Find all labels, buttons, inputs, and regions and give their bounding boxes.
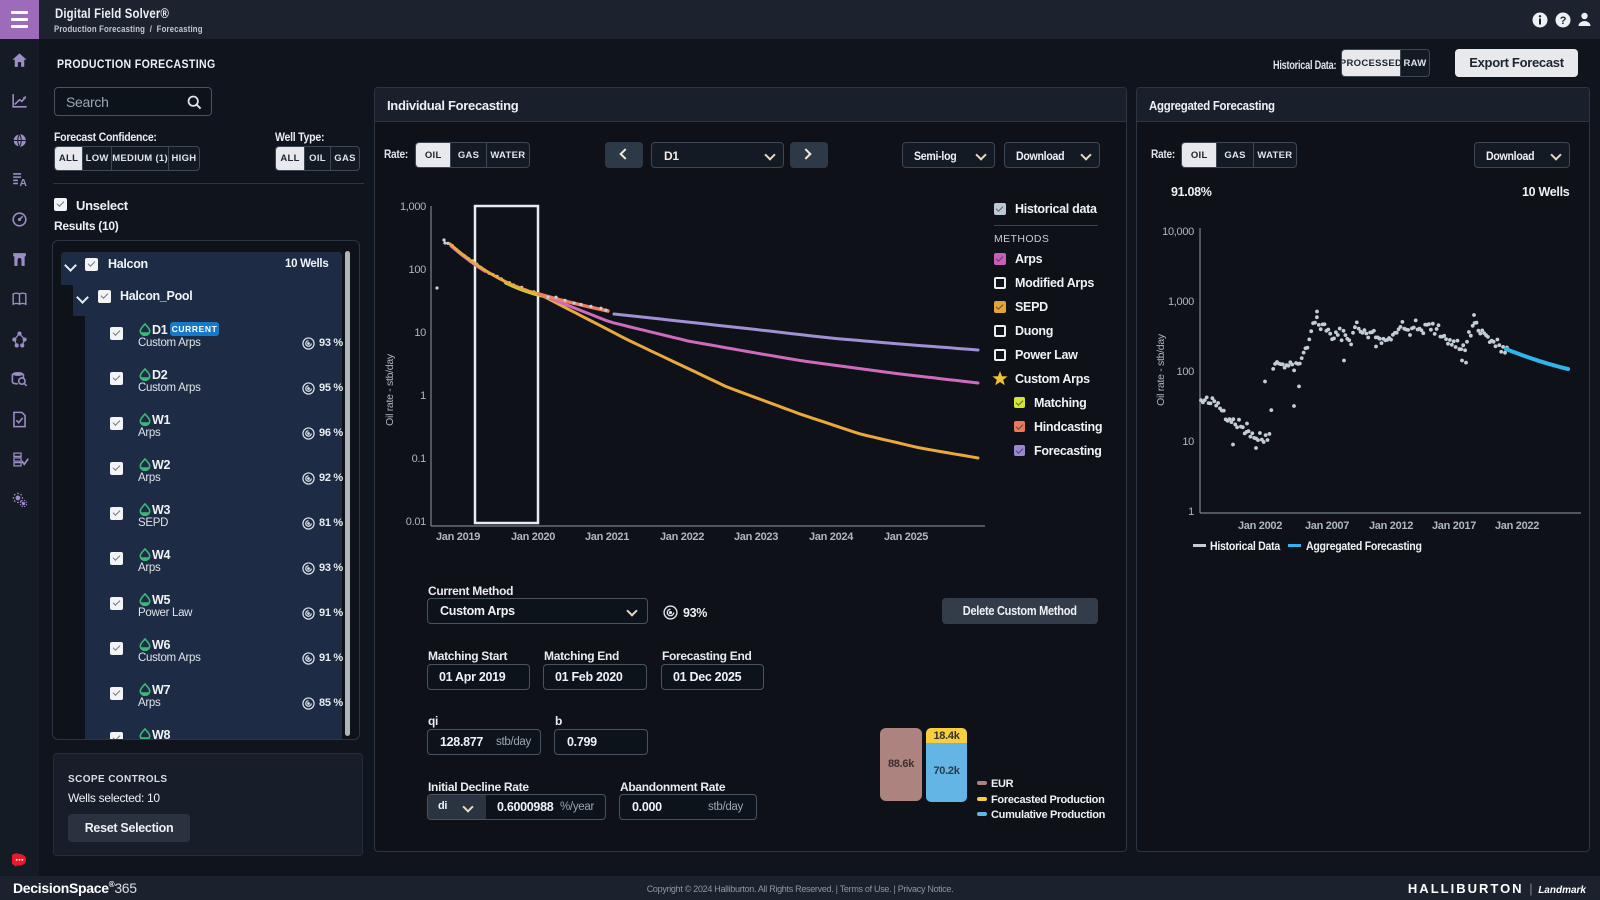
svg-text:1: 1	[1188, 506, 1194, 518]
svg-text:Jan 2002: Jan 2002	[1238, 520, 1282, 530]
svg-text:100: 100	[1177, 366, 1195, 378]
svg-text:Oil rate - stb/day: Oil rate - stb/day	[384, 353, 396, 426]
svg-text:Jan 2024: Jan 2024	[809, 531, 854, 543]
svg-text:Jan 2012: Jan 2012	[1369, 520, 1413, 530]
svg-text:10: 10	[414, 327, 426, 339]
svg-text:Jan 2017: Jan 2017	[1432, 520, 1476, 530]
svg-text:?: ?	[1560, 15, 1567, 27]
svg-text:10: 10	[1182, 436, 1194, 448]
svg-text:Jan 2019: Jan 2019	[436, 531, 480, 543]
svg-text:Jan 2023: Jan 2023	[734, 531, 778, 543]
svg-text:1,000: 1,000	[1168, 296, 1194, 308]
svg-text:Jan 2025: Jan 2025	[884, 531, 928, 543]
svg-text:10,000: 10,000	[1162, 226, 1194, 238]
svg-text:Jan 2021: Jan 2021	[585, 531, 629, 543]
svg-text:Jan 2007: Jan 2007	[1305, 520, 1349, 530]
svg-text:Jan 2020: Jan 2020	[511, 531, 555, 543]
svg-text:1: 1	[420, 390, 426, 402]
svg-text:A: A	[20, 178, 28, 189]
svg-text:100: 100	[409, 264, 427, 276]
svg-text:0.1: 0.1	[412, 453, 427, 465]
svg-text:Jan 2022: Jan 2022	[660, 531, 704, 543]
svg-text:Oil rate - stb/day: Oil rate - stb/day	[1155, 333, 1167, 406]
svg-text:Jan 2022: Jan 2022	[1495, 520, 1539, 530]
svg-text:1,000: 1,000	[400, 201, 426, 213]
svg-text:0.01: 0.01	[406, 516, 426, 528]
